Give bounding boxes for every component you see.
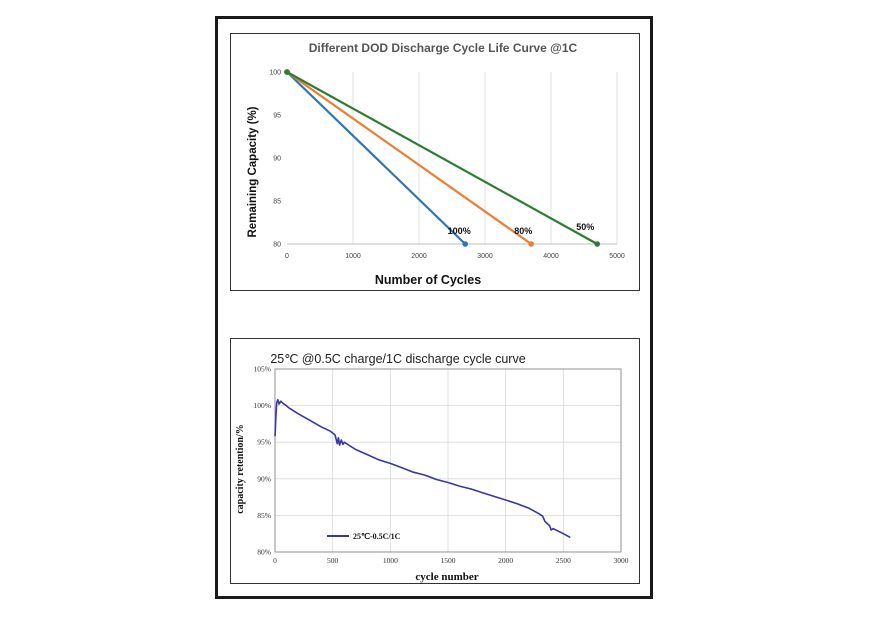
- y-tick-label: 95%: [257, 438, 271, 447]
- temperature-cycle-chart: 80% 85% 90% 95% 100% 105% 0 500 1000 1500 2000 2500…: [230, 338, 640, 584]
- data-point: [462, 241, 468, 247]
- x-tick-label: 2000: [498, 556, 513, 565]
- plot-area-border: [274, 368, 622, 553]
- dod-chart-svg: 0 1000 2000 3000 4000 5000 80 85 90 95 100 100% 80%…: [247, 41, 625, 287]
- series-line-100%: [286, 71, 466, 245]
- data-point: [284, 69, 290, 75]
- x-tick-label: 0: [273, 556, 277, 565]
- chart-title: Different DOD Discharge Cycle Life Curve…: [309, 41, 578, 55]
- series-label: 80%: [514, 226, 532, 236]
- x-axis-label: cycle number: [415, 571, 478, 583]
- x-tick-label: 2500: [556, 556, 571, 565]
- x-tick-label: 3000: [477, 253, 493, 260]
- x-axis-label: Number of Cycles: [375, 273, 481, 287]
- y-tick-label: 100: [269, 70, 281, 77]
- y-tick-label: 85%: [257, 511, 271, 520]
- y-tick-label: 85: [273, 199, 281, 206]
- data-point: [594, 241, 600, 247]
- y-axis-label: Remaining Capacity (%): [247, 106, 259, 237]
- x-tick-label: 1000: [345, 253, 361, 260]
- y-tick-label: 80: [273, 242, 281, 249]
- series-label: 100%: [448, 226, 471, 236]
- x-tick-label: 4000: [543, 253, 559, 260]
- x-tick-label: 1000: [383, 556, 398, 565]
- y-tick-label: 90%: [257, 474, 271, 483]
- data-point: [528, 241, 534, 247]
- y-tick-label: 100%: [254, 401, 272, 410]
- x-tick-label: 500: [327, 556, 339, 565]
- series-line: [274, 398, 571, 539]
- x-tick-label: 2000: [411, 253, 427, 260]
- cycle-curve-svg: 80% 85% 90% 95% 100% 105% 0 500 1000 1500 2000 2500…: [235, 352, 629, 583]
- legend-label: 25℃-0.5C/1C: [353, 532, 401, 541]
- x-tick-label: 1500: [441, 556, 456, 565]
- y-tick-label: 105%: [254, 365, 272, 374]
- x-tick-label: 5000: [609, 253, 625, 260]
- dod-cycle-life-chart: 0 1000 2000 3000 4000 5000 80 85 90 95 100 100% 80%…: [230, 33, 640, 291]
- x-tick-label: 3000: [614, 556, 629, 565]
- y-tick-label: 95: [273, 113, 281, 120]
- series-line-50%: [286, 71, 598, 245]
- y-axis-label: capacity retention/%: [235, 424, 246, 514]
- chart-title: 25℃ @0.5C charge/1C discharge cycle curv…: [270, 352, 525, 366]
- y-tick-label: 90: [273, 156, 281, 163]
- series-line-80%: [286, 71, 532, 245]
- y-tick-label: 80%: [257, 548, 271, 557]
- series-label: 50%: [576, 222, 594, 232]
- x-tick-label: 0: [285, 253, 289, 260]
